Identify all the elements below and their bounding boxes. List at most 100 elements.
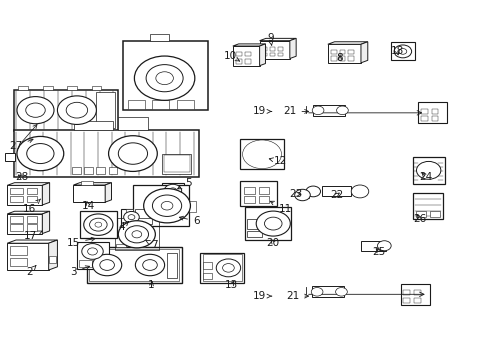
Bar	[79, 260, 92, 267]
Polygon shape	[105, 183, 112, 202]
Bar	[89, 249, 179, 281]
Bar	[109, 167, 117, 174]
Text: 18: 18	[391, 46, 404, 56]
Bar	[200, 252, 244, 283]
Bar	[391, 42, 415, 60]
Bar	[123, 41, 208, 111]
Bar	[77, 242, 109, 269]
Bar	[27, 188, 37, 194]
Bar	[247, 231, 262, 237]
Bar	[92, 86, 101, 90]
Polygon shape	[7, 183, 49, 185]
Circle shape	[109, 136, 157, 171]
Bar	[403, 291, 410, 296]
Bar	[340, 50, 345, 54]
Bar	[27, 196, 37, 202]
Bar	[7, 214, 42, 234]
Text: 9: 9	[267, 33, 273, 46]
Circle shape	[161, 202, 173, 210]
Bar	[304, 192, 309, 198]
Bar	[152, 100, 170, 109]
Circle shape	[294, 189, 310, 201]
Text: 2: 2	[26, 266, 36, 277]
Text: 19: 19	[253, 291, 272, 301]
Text: 26: 26	[413, 213, 426, 224]
Circle shape	[134, 56, 195, 100]
Text: 12: 12	[270, 157, 287, 166]
Bar	[432, 116, 439, 121]
Bar	[10, 257, 27, 266]
Text: 21: 21	[283, 107, 309, 116]
Polygon shape	[260, 39, 296, 41]
Circle shape	[128, 215, 135, 220]
Bar	[259, 197, 270, 203]
Circle shape	[88, 248, 98, 255]
Circle shape	[132, 231, 142, 238]
Bar	[189, 202, 196, 212]
Bar	[43, 86, 52, 90]
Circle shape	[337, 106, 348, 114]
Bar	[348, 50, 354, 54]
Bar	[421, 109, 428, 113]
Bar	[10, 188, 24, 194]
Bar	[340, 57, 345, 61]
Polygon shape	[74, 183, 112, 185]
Bar	[421, 116, 428, 121]
Bar	[202, 254, 242, 281]
Bar	[133, 185, 189, 226]
Bar	[5, 153, 15, 161]
Text: 13: 13	[225, 280, 238, 291]
Circle shape	[17, 96, 54, 124]
Text: 1: 1	[148, 280, 155, 291]
Circle shape	[57, 96, 97, 125]
Text: 3: 3	[70, 266, 90, 277]
Bar	[331, 50, 337, 54]
Text: 15: 15	[67, 237, 95, 248]
Bar	[416, 211, 426, 217]
Circle shape	[394, 45, 412, 58]
Circle shape	[152, 195, 182, 216]
Bar	[74, 121, 114, 130]
Circle shape	[26, 103, 45, 117]
Bar	[240, 139, 284, 169]
Circle shape	[156, 72, 173, 85]
Bar	[80, 211, 117, 238]
Circle shape	[399, 49, 407, 54]
Bar	[162, 154, 192, 174]
Bar	[245, 52, 251, 57]
Bar	[413, 157, 445, 184]
Bar	[167, 252, 177, 278]
Circle shape	[144, 189, 191, 223]
Circle shape	[164, 184, 182, 197]
Bar	[236, 52, 242, 57]
Text: 20: 20	[267, 238, 280, 248]
Circle shape	[216, 259, 241, 277]
Circle shape	[123, 211, 139, 223]
Bar	[49, 256, 56, 263]
Circle shape	[253, 148, 271, 161]
Circle shape	[245, 142, 279, 167]
Bar	[260, 41, 290, 59]
Bar	[89, 244, 99, 247]
Circle shape	[336, 288, 347, 296]
Bar	[10, 216, 24, 223]
Circle shape	[17, 136, 64, 171]
Bar	[270, 53, 275, 57]
Circle shape	[93, 254, 122, 276]
Text: 23: 23	[290, 189, 303, 199]
Bar	[432, 109, 439, 113]
Bar	[233, 46, 260, 66]
Bar	[322, 186, 351, 196]
Bar	[312, 287, 344, 297]
Circle shape	[100, 260, 115, 270]
Bar	[84, 167, 93, 174]
Bar	[67, 86, 77, 90]
Circle shape	[222, 264, 234, 272]
Text: 17: 17	[24, 231, 43, 242]
Text: 5: 5	[177, 177, 192, 189]
Bar	[74, 185, 105, 202]
Bar	[7, 243, 49, 270]
Text: 19: 19	[253, 107, 272, 116]
Bar	[150, 34, 170, 41]
Bar	[262, 53, 267, 57]
